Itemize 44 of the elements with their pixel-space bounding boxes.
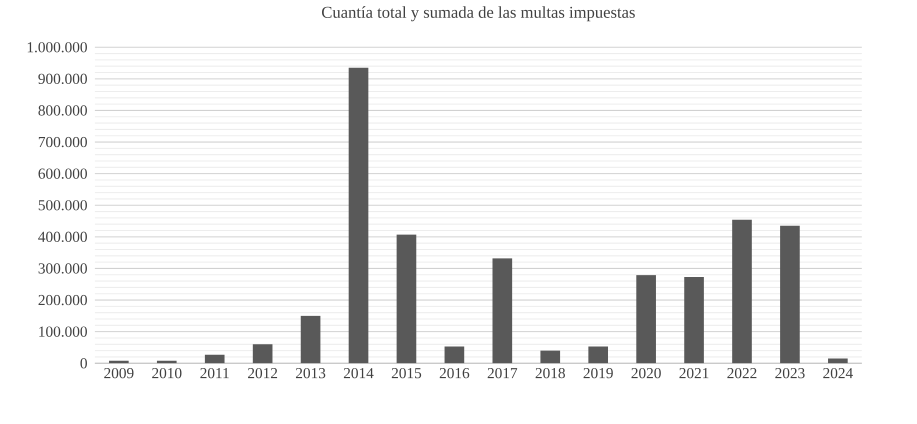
y-tick-label: 600.000 bbox=[38, 168, 87, 179]
bar bbox=[636, 275, 656, 364]
x-tick-label: 2012 bbox=[248, 368, 278, 378]
x-tick-label: 2016 bbox=[440, 368, 470, 378]
x-tick-label: 2024 bbox=[823, 368, 853, 378]
bar bbox=[588, 346, 608, 364]
bar bbox=[780, 226, 800, 364]
y-tick-label: 300.000 bbox=[38, 263, 87, 274]
bar bbox=[109, 360, 129, 364]
y-tick-label: 400.000 bbox=[38, 232, 87, 242]
bar bbox=[492, 258, 512, 364]
y-tick-label: 1.000.000 bbox=[28, 42, 87, 52]
bar bbox=[300, 316, 320, 364]
x-tick-label: 2013 bbox=[296, 368, 326, 378]
x-tick-label: 2018 bbox=[536, 368, 565, 378]
x-tick-label: 2009 bbox=[104, 368, 134, 378]
bar bbox=[156, 360, 177, 364]
bar bbox=[684, 276, 704, 364]
x-tick-label: 2014 bbox=[344, 368, 374, 378]
chart-title: Cuantía total y sumada de las multas impuestas bbox=[322, 6, 635, 22]
bar bbox=[348, 68, 368, 364]
y-tick-label: 100.000 bbox=[39, 326, 87, 337]
x-tick-label: 2011 bbox=[200, 368, 229, 378]
bar bbox=[828, 358, 848, 364]
x-tick-label: 2023 bbox=[775, 368, 805, 378]
y-tick-label: 900.000 bbox=[38, 74, 87, 84]
x-tick-label: 2015 bbox=[392, 368, 422, 378]
y-tick-label: 700.000 bbox=[38, 136, 87, 148]
bar bbox=[732, 220, 752, 364]
x-tick-label: 2022 bbox=[727, 368, 756, 378]
x-tick-label: 2020 bbox=[632, 368, 661, 378]
bar bbox=[540, 350, 560, 364]
y-tick-label: 200.000 bbox=[38, 294, 87, 306]
bar bbox=[252, 344, 272, 364]
y-tick-label: 0 bbox=[80, 358, 87, 368]
y-tick-label: 800.000 bbox=[38, 105, 87, 116]
bar bbox=[204, 354, 225, 364]
x-tick-label: 2019 bbox=[584, 368, 613, 378]
y-tick-label: 500.000 bbox=[38, 200, 87, 210]
bar bbox=[396, 234, 416, 364]
x-tick-label: 2021 bbox=[679, 368, 708, 378]
x-tick-label: 2017 bbox=[488, 368, 518, 378]
x-tick-label: 2010 bbox=[152, 368, 182, 378]
bar bbox=[444, 346, 464, 364]
